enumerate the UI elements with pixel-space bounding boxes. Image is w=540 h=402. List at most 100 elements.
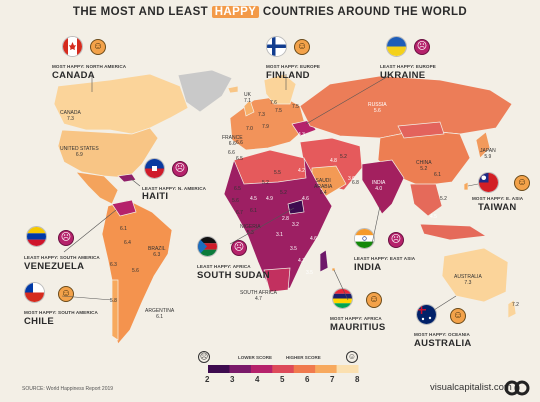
page-title: THE MOST AND LEAST HAPPY COUNTRIES AROUN… [72,6,468,18]
map-label-india: INDIA 4.0 [372,180,386,192]
happy-face-icon: ☺ [346,351,358,363]
score-label: 6.7 [236,210,243,216]
sad-face-icon: ☹ [198,351,210,363]
chile-shape [111,279,119,341]
legend-tick-label: 5 [280,375,285,384]
score-label: 7.3 [258,112,265,118]
color-legend: ☹ LOWER SCORE HIGHER SCORE ☺ 2 3 4 5 6 7 8 [198,350,368,390]
flag-south-sudan-icon [197,236,218,257]
score-label: 4.8 [330,158,337,164]
legend-tick-label: 4 [255,375,260,384]
india-shape [361,159,405,215]
legend-tick-label: 7 [330,375,335,384]
map-label-australia: AUSTRALIA 7.3 [454,274,482,286]
happy-face-icon: ☺ [294,39,310,55]
happy-face-icon: ☺ [514,175,530,191]
map-label-south-africa: SOUTH AFRICA 4.7 [240,290,277,302]
title-highlight: HAPPY [211,6,260,18]
score-label: 6.1 [434,172,441,178]
se-asia-shape [409,183,443,217]
map-label-nigeria: NIGERIA 5.3 [240,224,261,236]
south-america-shape [101,199,173,345]
legend-swatch [272,365,295,373]
map-label-france: FRANCE 6.6 [222,135,243,147]
score-label: 4.5 [430,214,437,220]
flag-mauritius-icon [332,288,353,309]
legend-ticks: 2 3 4 5 6 7 8 [198,375,368,387]
score-label: 5.2 [440,196,447,202]
score-label: 6.4 [124,240,131,246]
score-label: 6.5 [236,156,243,162]
happy-face-icon: ☺ [58,286,74,302]
score-label: 7.9 [262,124,269,130]
flag-haiti-icon [144,158,165,179]
score-label: 4.9 [266,196,273,202]
legend-swatch [315,365,338,373]
uk-shape [243,99,255,117]
map-label-japan: JAPAN 5.9 [480,148,496,160]
legend-low-label: LOWER SCORE [238,355,273,360]
australia-shape [441,247,509,303]
south-africa-shape [263,267,291,293]
map-label-uk: UK 7.1 [244,92,251,104]
mongolia-shape [397,121,445,139]
score-label: 2.8 [282,216,289,222]
score-label: 6.6 [236,140,243,146]
sad-face-icon: ☹ [172,161,188,177]
happy-face-icon: ☺ [90,39,106,55]
brand-logo-icon [504,380,530,396]
score-label: 3.5 [306,270,313,276]
flag-canada-icon [62,36,83,57]
score-label: 6.8 [352,180,359,186]
legend-tick-label: 8 [355,375,360,384]
score-label: 6.6 [228,150,235,156]
legend-swatch [208,365,230,373]
sad-face-icon: ☹ [58,230,74,246]
map-label-brazil: BRAZIL 6.3 [148,246,166,258]
score-label: 4.3 [298,132,305,138]
score-label: 4.5 [250,196,257,202]
score-label: 5.6 [232,198,239,204]
score-label: 7.5 [292,104,299,110]
legend-tick-label: 6 [305,375,310,384]
score-label: 4.6 [302,196,309,202]
score-label: 7.0 [246,126,253,132]
score-label: 4.7 [298,258,305,264]
flag-australia-icon [416,304,437,325]
legend-high-label: HIGHER SCORE [286,355,321,360]
score-label: 7.5 [275,108,282,114]
flag-finland-icon [266,36,287,57]
mauritius-shape [331,267,336,272]
brand-url[interactable]: visualcapitalist.com [430,382,512,393]
legend-tick-label: 3 [230,375,235,384]
flag-taiwan-icon [478,172,499,193]
legend-swatch [336,365,359,373]
taiwan-shape [463,181,469,191]
score-label: 3.1 [276,232,283,238]
score-label: 6.5 [234,186,241,192]
score-label: 4.2 [298,168,305,174]
sad-face-icon: ☹ [414,39,430,55]
sad-face-icon: ☹ [388,232,404,248]
score-label: 6.3 [110,262,117,268]
map-label-usa: UNITED STATES 6.9 [60,146,99,158]
score-label: 5.8 [110,298,117,304]
score-label: 7.6 [270,100,277,106]
legend-gradient-bar [208,365,359,373]
sad-face-icon: ☹ [231,240,247,256]
happy-face-icon: ☺ [366,292,382,308]
score-label: 7.2 [512,302,519,308]
legend-swatch [229,365,252,373]
score-label: 3.5 [290,246,297,252]
map-label-saudi: SAUDI ARABIA 6.4 [314,178,333,196]
score-label: 5.5 [274,170,281,176]
flag-chile-icon [24,282,45,303]
madagascar-shape [319,249,329,273]
iceland-shape [227,85,239,94]
flag-india-icon [354,228,375,249]
legend-tick-label: 2 [205,375,210,384]
flag-ukraine-icon [386,36,407,57]
score-label: 3.2 [292,222,299,228]
score-label: 5.2 [280,190,287,196]
legend-swatch [250,365,273,373]
